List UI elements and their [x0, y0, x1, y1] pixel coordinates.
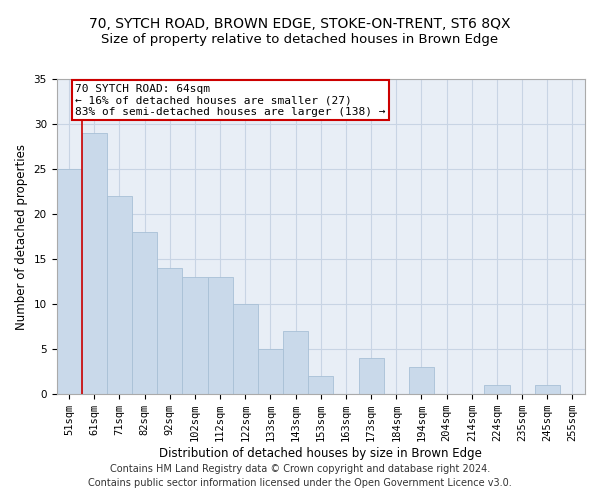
- Bar: [182, 277, 208, 394]
- Text: 70 SYTCH ROAD: 64sqm
← 16% of detached houses are smaller (27)
83% of semi-detac: 70 SYTCH ROAD: 64sqm ← 16% of detached h…: [76, 84, 386, 116]
- Bar: [283, 331, 308, 394]
- Bar: [409, 367, 434, 394]
- Text: Size of property relative to detached houses in Brown Edge: Size of property relative to detached ho…: [101, 32, 499, 46]
- Bar: [535, 385, 560, 394]
- Bar: [258, 349, 283, 394]
- Bar: [308, 376, 334, 394]
- Bar: [233, 304, 258, 394]
- Bar: [132, 232, 157, 394]
- Bar: [208, 277, 233, 394]
- Text: 70, SYTCH ROAD, BROWN EDGE, STOKE-ON-TRENT, ST6 8QX: 70, SYTCH ROAD, BROWN EDGE, STOKE-ON-TRE…: [89, 18, 511, 32]
- Bar: [157, 268, 182, 394]
- Bar: [82, 133, 107, 394]
- Bar: [107, 196, 132, 394]
- Bar: [56, 169, 82, 394]
- Bar: [359, 358, 383, 394]
- X-axis label: Distribution of detached houses by size in Brown Edge: Distribution of detached houses by size …: [160, 447, 482, 460]
- Text: Contains HM Land Registry data © Crown copyright and database right 2024.
Contai: Contains HM Land Registry data © Crown c…: [88, 464, 512, 487]
- Y-axis label: Number of detached properties: Number of detached properties: [15, 144, 28, 330]
- Bar: [484, 385, 509, 394]
